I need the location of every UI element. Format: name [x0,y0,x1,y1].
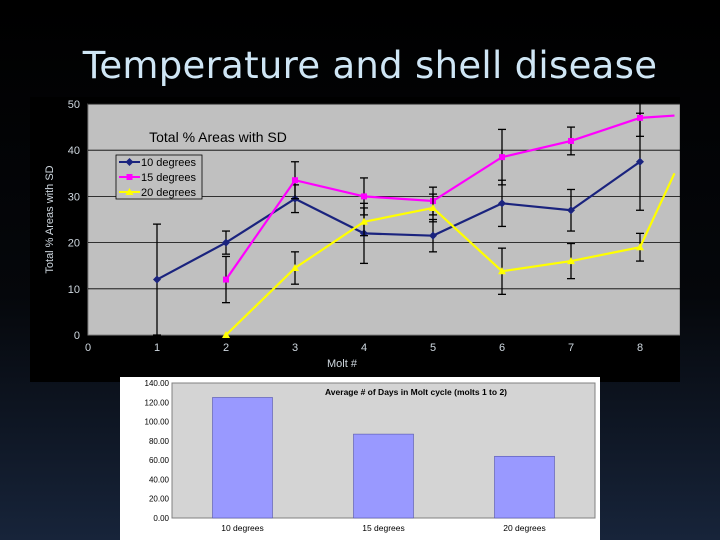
y-tick-label: 120.00 [145,398,170,407]
line-chart-panel: 0 10 20 30 40 50 0 1 2 3 4 5 6 7 8 Molt # Total % Areas … [30,97,680,382]
x-tick-label: 20 degrees [503,523,546,533]
data-point [125,188,134,195]
y-tick-label: 40.00 [149,475,170,484]
legend-label: 20 degrees [141,187,197,199]
x-tick-label: 3 [292,342,298,354]
series-3 [222,172,676,338]
x-tick-label: 6 [499,342,505,354]
bar [212,397,273,519]
series-line [225,114,675,281]
data-point [126,174,133,180]
data-point [360,217,368,225]
data-point [429,231,437,240]
plot-area [87,103,680,336]
data-point [223,276,229,283]
y-tick-label: 100.00 [145,418,170,427]
x-tick-label: 0 [85,342,91,354]
data-point [637,114,643,121]
x-tick-label: 7 [568,342,574,354]
data-point [636,157,644,166]
y-tick-label: 30 [68,191,80,203]
data-point [567,206,575,215]
bar-chart-panel: 0.00 20.00 40.00 60.00 80.00 100.00 120.00 140.… [120,377,600,540]
x-tick-label: 10 degrees [221,523,264,533]
y-tick-label: 20 [68,238,80,250]
data-point [153,275,161,284]
x-tick-label: 15 degrees [362,523,405,533]
legend-label: 15 degrees [141,172,197,184]
y-tick-label: 40 [68,145,80,157]
data-point [498,199,506,208]
y-tick-label: 10 [68,284,80,296]
data-point [636,243,644,251]
data-point [499,154,505,161]
series-line [156,160,641,281]
x-tick-label: 1 [154,342,160,354]
legend: 10 degrees 15 degrees 20 degrees [115,154,203,200]
bar [494,455,555,519]
bar-chart: 0.00 20.00 40.00 60.00 80.00 100.00 120.00 140.… [145,379,596,533]
slide-title: Temperature and shell disease [82,44,658,87]
data-point [125,158,134,166]
y-tick-label: 60.00 [149,456,170,465]
series-1 [153,112,644,336]
legend-label: 10 degrees [141,157,197,169]
data-point [498,267,506,275]
data-point [291,264,299,272]
bar [353,433,414,519]
data-point [429,203,437,211]
y-tick-label: 80.00 [149,437,170,446]
x-axis-title: Molt # [327,358,358,370]
y-tick-label: 50 [68,99,80,111]
chart-title: Average # of Days in Molt cycle (molts 1… [325,387,507,397]
y-tick-label: 0 [74,330,80,342]
y-tick-label: 0.00 [153,514,169,523]
y-tick-label: 20.00 [149,495,170,504]
y-axis-title: Total % Areas with SD [44,165,56,273]
data-point [222,238,230,247]
data-point [292,177,298,184]
series-line [225,172,676,336]
data-point [222,331,230,338]
line-chart: 0 10 20 30 40 50 0 1 2 3 4 5 6 7 8 Molt # Total % Areas … [30,97,680,382]
data-point [361,193,367,200]
chart-title: Total % Areas with SD [149,129,287,145]
x-tick-label: 2 [223,342,229,354]
y-tick-label: 140.00 [145,379,170,388]
x-tick-label: 8 [637,342,643,354]
data-point [568,137,574,144]
x-tick-label: 5 [430,342,436,354]
data-point [567,257,575,265]
x-tick-label: 4 [361,342,367,354]
